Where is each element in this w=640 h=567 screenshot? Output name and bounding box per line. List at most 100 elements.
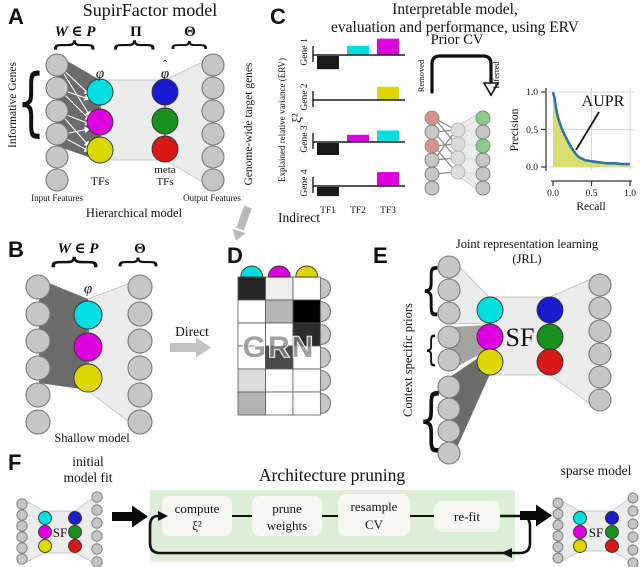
xi-squared-label: ξ² bbox=[289, 113, 304, 123]
context-braces: { { { bbox=[418, 259, 444, 459]
erv-bar bbox=[317, 187, 339, 197]
svg-text:TF3: TF3 bbox=[380, 206, 396, 216]
sf-left-nodes bbox=[476, 296, 504, 376]
tf-nodes bbox=[86, 78, 114, 164]
output-nodes-e bbox=[588, 273, 612, 412]
left-nodes-b bbox=[25, 274, 51, 435]
panel-b: B W ∈ P Θ { { φ Shallow model Direct bbox=[8, 237, 211, 445]
erv-gene-labels: Gene 1 Gene 2 Gene 3 Gene 4 bbox=[300, 38, 310, 196]
svg-text:0.5: 0.5 bbox=[586, 189, 598, 199]
sparse-model-label: sparse model bbox=[561, 463, 632, 478]
jrl-title-2: (JRL) bbox=[512, 252, 541, 266]
panel-f-label: F bbox=[8, 450, 21, 475]
svg-text:weights: weights bbox=[267, 518, 307, 533]
meta-tfs-label: TFs bbox=[156, 176, 173, 188]
meta-tf-nodes bbox=[151, 78, 179, 163]
pruning-loop bbox=[148, 511, 532, 558]
svg-text:TF2: TF2 bbox=[350, 206, 366, 216]
panel-d: Indirect D GRN bbox=[227, 205, 332, 416]
w-in-p-label-b: W ∈ P bbox=[58, 241, 100, 257]
erv-bar bbox=[317, 143, 339, 155]
right-nodes-b bbox=[127, 274, 153, 435]
svg-text:{: { bbox=[111, 37, 162, 52]
erv-bar bbox=[347, 134, 369, 142]
indirect-arrow bbox=[232, 205, 252, 241]
panel-e: E Joint representation learning (JRL) { … bbox=[373, 237, 612, 465]
erv-bar bbox=[377, 172, 399, 186]
aupr-ylabel: Precision bbox=[509, 108, 521, 151]
arrow-initial-to-pruning bbox=[112, 505, 148, 528]
panel-c-title-1: Interpretable model, bbox=[392, 1, 518, 18]
svg-text:Gene 4: Gene 4 bbox=[300, 169, 310, 196]
erv-bar bbox=[317, 56, 339, 70]
hierarchical-model-caption: Hierarchical model bbox=[86, 206, 183, 220]
input-features-label: Input Features bbox=[31, 193, 83, 203]
erv-ylabel: Explained relative variance (ERV) bbox=[277, 58, 287, 182]
inferred-label: Inferred bbox=[491, 61, 501, 89]
shallow-model-caption: Shallow model bbox=[54, 431, 130, 445]
output-nodes bbox=[201, 53, 225, 192]
svg-text:prune: prune bbox=[272, 501, 302, 516]
erv-bar bbox=[377, 38, 399, 55]
grn-label: GRN bbox=[243, 331, 316, 364]
svg-text:0.0: 0.0 bbox=[526, 163, 538, 173]
theta-label-b: Θ bbox=[134, 241, 146, 257]
context-specific-priors-label: Context specific priors bbox=[401, 303, 415, 417]
svg-text:re-fit: re-fit bbox=[454, 509, 480, 524]
phi-label-b: φ bbox=[84, 281, 92, 297]
panel-c-title-2: evaluation and performance, using ERV bbox=[331, 19, 580, 36]
panel-a-title: SupirFactor model bbox=[83, 0, 217, 20]
panel-b-label: B bbox=[8, 237, 24, 262]
aupr-area bbox=[553, 92, 630, 167]
pruning-steps: compute ξ² prune weights resample CV re-… bbox=[162, 494, 500, 536]
svg-text:{: { bbox=[418, 381, 444, 459]
aupr-pointer-line bbox=[575, 111, 600, 151]
svg-text:compute: compute bbox=[175, 501, 220, 516]
architecture-pruning-title: Architecture pruning bbox=[259, 465, 406, 485]
over-braces: { { { { bbox=[17, 37, 212, 145]
panel-a: A SupirFactor model W ∈ P Π Θ { { { { bbox=[7, 0, 255, 220]
direct-label: Direct bbox=[175, 324, 209, 339]
tf-nodes-b bbox=[73, 300, 103, 393]
pruning-box bbox=[150, 490, 515, 562]
panel-f: F initial model fit SF Architecture prun… bbox=[8, 450, 639, 567]
input-nodes bbox=[45, 53, 69, 192]
panel-d-label: D bbox=[227, 243, 243, 268]
erv-bar bbox=[377, 130, 399, 142]
grn-tf-semicircles bbox=[240, 265, 319, 278]
sparse-model-network: SF bbox=[552, 492, 639, 567]
genome-wide-label: Genome-wide target genes bbox=[243, 62, 255, 186]
sf-right-nodes bbox=[536, 296, 564, 376]
erv-axes bbox=[312, 46, 405, 193]
direct-arrow bbox=[170, 337, 211, 358]
svg-text:Gene 3: Gene 3 bbox=[300, 125, 310, 152]
panel-c-label: C bbox=[270, 4, 286, 29]
aupr-tick-labels: 1.0 0.5 0.0 0.0 0.5 1.0 bbox=[526, 88, 636, 199]
tfs-label: TFs bbox=[91, 174, 110, 188]
grn-gene-semicircles bbox=[319, 277, 332, 415]
prior-cv-arrow bbox=[430, 54, 493, 94]
aupr-plot: 1.0 0.5 0.0 0.0 0.5 1.0 Recall Precision… bbox=[509, 88, 636, 213]
svg-text:{: { bbox=[168, 38, 211, 51]
sf-label-e: SF bbox=[506, 323, 535, 352]
theta-label: Θ bbox=[184, 24, 196, 40]
prior-cv-arrowhead bbox=[482, 82, 500, 97]
erv-bar bbox=[347, 45, 369, 55]
pi-label: Π bbox=[130, 24, 142, 40]
svg-text:0.0: 0.0 bbox=[547, 189, 559, 199]
initial-model-network: SF bbox=[16, 491, 103, 567]
panel-e-label: E bbox=[373, 243, 388, 268]
indirect-label: Indirect bbox=[278, 210, 320, 225]
erv-bars bbox=[317, 38, 399, 197]
aupr-curve bbox=[551, 91, 630, 166]
meta-label: meta bbox=[154, 164, 175, 176]
svg-text:0.5: 0.5 bbox=[526, 126, 538, 136]
svg-text:resample: resample bbox=[351, 499, 398, 514]
initial-model-fit-label-1: initial bbox=[72, 454, 104, 469]
initial-model-fit-label-2: model fit bbox=[63, 470, 112, 485]
arrow-pruning-to-sparse bbox=[520, 504, 552, 527]
svg-text:{: { bbox=[424, 328, 437, 369]
jrl-title-1: Joint representation learning bbox=[456, 237, 599, 251]
sf-label-initial: SF bbox=[53, 525, 67, 540]
